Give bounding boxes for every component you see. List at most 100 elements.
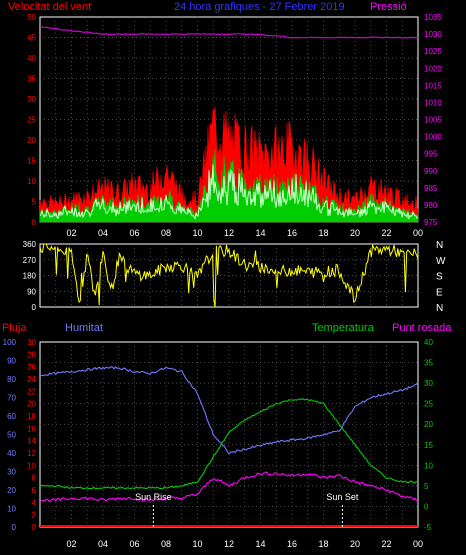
y-tick-label-pressure: 980 bbox=[424, 201, 438, 210]
wind-panel: 0510152025303540455097598098599099510001… bbox=[27, 13, 442, 238]
y-tick-label-rain: 26 bbox=[27, 363, 36, 372]
wind-speed-title: Velocitat del vent bbox=[8, 1, 91, 13]
y-tick-label-humidity: 100 bbox=[3, 338, 17, 347]
dewpoint-axis-title: Punt rosada bbox=[392, 322, 452, 334]
y-tick-label-humidity: 30 bbox=[7, 468, 16, 477]
y-tick-label-pressure: 1030 bbox=[424, 30, 442, 39]
x-tick-label: 16 bbox=[287, 539, 297, 549]
y-tick-label-rain: 14 bbox=[27, 437, 36, 446]
x-tick-label: 00 bbox=[413, 539, 423, 549]
y-tick-label-temperature: 15 bbox=[424, 441, 433, 450]
x-tick-label: 12 bbox=[224, 228, 234, 238]
y-tick-label-humidity: 80 bbox=[7, 375, 16, 384]
x-tick-label: 08 bbox=[161, 228, 171, 238]
y-tick-label-pressure: 975 bbox=[424, 218, 438, 227]
x-tick-label: 02 bbox=[66, 539, 76, 549]
y-tick-label-temperature: 35 bbox=[424, 359, 433, 368]
x-tick-label: 08 bbox=[161, 539, 171, 549]
y-tick-label-pressure: 1035 bbox=[424, 13, 442, 22]
humidity-series bbox=[39, 366, 419, 455]
x-tick-label: 06 bbox=[129, 539, 139, 549]
x-tick-label: 00 bbox=[413, 228, 423, 238]
temperature-series bbox=[39, 398, 419, 490]
y-tick-label-wind: 0 bbox=[32, 218, 37, 227]
y-tick-label-rain: 10 bbox=[27, 461, 36, 470]
x-tick-label: 16 bbox=[287, 228, 297, 238]
x-tick-label: 18 bbox=[318, 228, 328, 238]
y-tick-label-direction: 360 bbox=[23, 240, 37, 249]
y-tick-label-pressure: 1005 bbox=[424, 116, 442, 125]
y-tick-label-direction: 0 bbox=[32, 303, 37, 312]
y-tick-label-humidity: 40 bbox=[7, 449, 16, 458]
x-tick-label: 20 bbox=[350, 539, 360, 549]
pressure-series bbox=[39, 26, 419, 39]
y-tick-label-direction: 90 bbox=[27, 287, 36, 296]
x-tick-label: 14 bbox=[255, 228, 265, 238]
y-tick-label-direction: 180 bbox=[23, 272, 37, 281]
y-tick-label-rain: 22 bbox=[27, 387, 36, 396]
x-tick-label: 22 bbox=[381, 539, 391, 549]
y-tick-label-temperature: 0 bbox=[424, 502, 429, 511]
y-tick-label-rain: 30 bbox=[27, 338, 36, 347]
y-tick-label-wind: 35 bbox=[27, 75, 36, 84]
y-tick-label-rain: 16 bbox=[27, 424, 36, 433]
wind-average-series bbox=[39, 149, 419, 223]
y-tick-label-rain: 20 bbox=[27, 400, 36, 409]
atmospheric-panel: 0102030405060708090100024681012141618202… bbox=[3, 338, 434, 549]
temperature-axis-title: Temperatura bbox=[312, 322, 375, 334]
y-tick-label-rain: 28 bbox=[27, 350, 36, 359]
y-tick-label-direction: 270 bbox=[23, 256, 37, 265]
x-tick-label: 04 bbox=[98, 228, 108, 238]
y-tick-label-humidity: 70 bbox=[7, 394, 16, 403]
y-tick-label-rain: 12 bbox=[27, 449, 36, 458]
y-tick-label-pressure: 1020 bbox=[424, 64, 442, 73]
y-tick-label-wind: 10 bbox=[27, 177, 36, 186]
y-tick-label-humidity: 90 bbox=[7, 357, 16, 366]
y-tick-label-temperature: 10 bbox=[424, 461, 433, 470]
y-tick-label-pressure: 990 bbox=[424, 167, 438, 176]
humidity-axis-title: Humitat bbox=[65, 322, 103, 334]
compass-label: S bbox=[436, 272, 443, 283]
y-tick-label-pressure: 995 bbox=[424, 150, 438, 159]
compass-label: N bbox=[436, 303, 443, 314]
compass-label: W bbox=[436, 256, 446, 267]
wind-light-series bbox=[39, 164, 419, 221]
pressure-title: Pressió bbox=[370, 1, 407, 13]
y-tick-label-rain: 18 bbox=[27, 412, 36, 421]
compass-label: N bbox=[436, 240, 443, 251]
sunset-label: Sun Set bbox=[326, 492, 359, 502]
x-tick-label: 20 bbox=[350, 228, 360, 238]
chart-main-title: 24 hora grafiques - 27 Febrer 2019 bbox=[174, 1, 345, 13]
y-tick-label-pressure: 1010 bbox=[424, 98, 442, 107]
rain-axis-title: Pluja bbox=[2, 322, 27, 334]
compass-label: E bbox=[436, 287, 443, 298]
y-tick-label-wind: 15 bbox=[27, 157, 36, 166]
y-tick-label-rain: 8 bbox=[32, 474, 37, 483]
y-tick-label-wind: 30 bbox=[27, 95, 36, 104]
y-tick-label-temperature: 25 bbox=[424, 400, 433, 409]
x-tick-label: 02 bbox=[66, 228, 76, 238]
y-tick-label-humidity: 60 bbox=[7, 412, 16, 421]
x-tick-label: 14 bbox=[255, 539, 265, 549]
y-tick-label-rain: 6 bbox=[32, 486, 37, 495]
y-tick-label-temperature: 40 bbox=[424, 338, 433, 347]
y-tick-label-pressure: 1025 bbox=[424, 47, 442, 56]
x-tick-label: 04 bbox=[98, 539, 108, 549]
y-tick-label-wind: 20 bbox=[27, 136, 36, 145]
y-tick-label-rain: 0 bbox=[32, 523, 37, 532]
wind-gust-series bbox=[39, 106, 419, 223]
y-tick-label-humidity: 10 bbox=[7, 505, 16, 514]
y-tick-label-rain: 24 bbox=[27, 375, 36, 384]
x-tick-label: 10 bbox=[192, 228, 202, 238]
y-tick-label-humidity: 0 bbox=[12, 523, 17, 532]
y-tick-label-humidity: 20 bbox=[7, 486, 16, 495]
y-tick-label-temperature: 20 bbox=[424, 420, 433, 429]
y-tick-label-rain: 2 bbox=[32, 511, 37, 520]
y-tick-label-wind: 45 bbox=[27, 34, 36, 43]
x-tick-label: 22 bbox=[381, 228, 391, 238]
y-tick-label-wind: 50 bbox=[27, 13, 36, 22]
y-tick-label-wind: 25 bbox=[27, 116, 36, 125]
wind-direction-series bbox=[39, 243, 419, 308]
